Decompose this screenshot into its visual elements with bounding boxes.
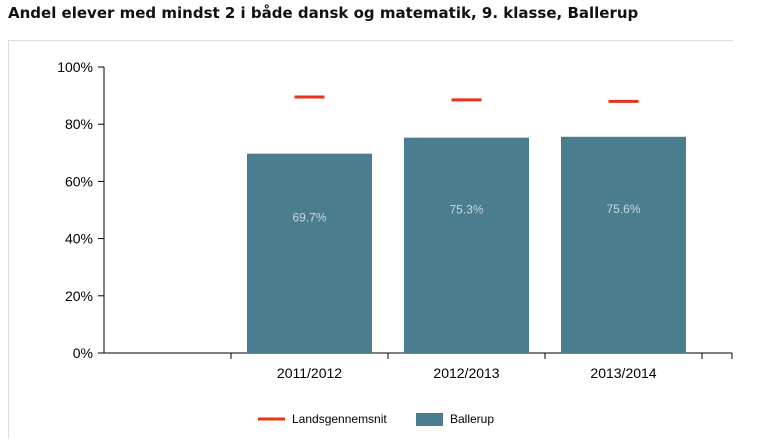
y-tick-label: 60% bbox=[65, 173, 93, 189]
y-tick-label: 40% bbox=[65, 231, 93, 247]
legend-landsgennemsnit-label: Landsgennemsnit bbox=[292, 412, 387, 426]
y-tick-label: 0% bbox=[73, 345, 93, 361]
legend-ballerup-label: Ballerup bbox=[450, 412, 494, 426]
y-tick-label: 20% bbox=[65, 288, 93, 304]
bar-value-label: 75.3% bbox=[449, 202, 483, 216]
chart-frame bbox=[8, 40, 733, 438]
bar-ballerup bbox=[247, 153, 372, 353]
bar-ballerup bbox=[561, 136, 686, 353]
y-tick-label: 80% bbox=[65, 116, 93, 132]
x-category-label: 2013/2014 bbox=[590, 365, 656, 381]
x-category-label: 2012/2013 bbox=[433, 365, 499, 381]
bar-value-label: 69.7% bbox=[292, 210, 326, 224]
x-category-label: 2011/2012 bbox=[277, 365, 342, 381]
y-tick-label: 100% bbox=[57, 59, 93, 75]
bar-value-label: 75.6% bbox=[606, 202, 640, 216]
bar-ballerup bbox=[404, 137, 529, 353]
legend-ballerup-swatch bbox=[416, 413, 443, 426]
chart-title: Andel elever med mindst 2 i både dansk o… bbox=[8, 4, 639, 22]
